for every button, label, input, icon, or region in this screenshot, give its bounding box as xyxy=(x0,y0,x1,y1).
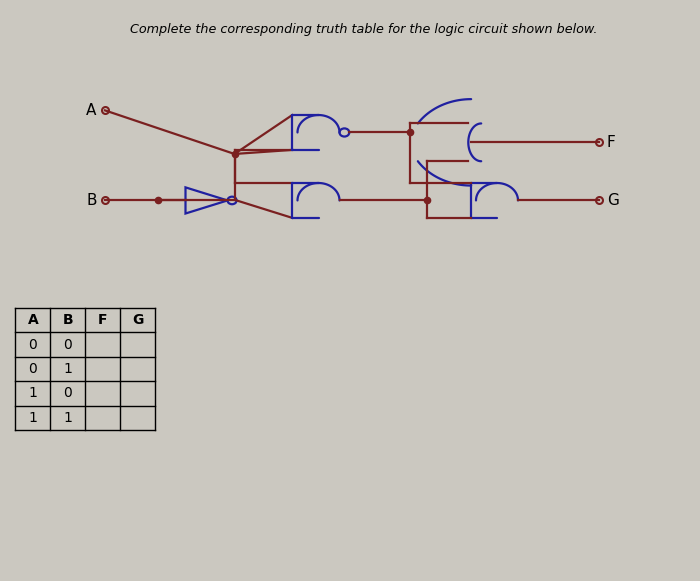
Text: Complete the corresponding truth table for the logic circuit shown below.: Complete the corresponding truth table f… xyxy=(130,23,598,36)
Text: B: B xyxy=(86,193,97,208)
Text: 1: 1 xyxy=(29,386,37,400)
Text: F: F xyxy=(98,313,108,327)
Text: 0: 0 xyxy=(64,338,72,352)
Text: 0: 0 xyxy=(64,386,72,400)
Text: B: B xyxy=(62,313,74,327)
Text: G: G xyxy=(607,193,619,208)
Text: 1: 1 xyxy=(64,362,72,376)
Text: 0: 0 xyxy=(29,362,37,376)
Text: 0: 0 xyxy=(29,338,37,352)
Text: F: F xyxy=(607,135,616,150)
Text: A: A xyxy=(27,313,38,327)
Text: 1: 1 xyxy=(29,411,37,425)
Text: G: G xyxy=(132,313,144,327)
Text: A: A xyxy=(86,103,97,118)
Text: 1: 1 xyxy=(64,411,72,425)
